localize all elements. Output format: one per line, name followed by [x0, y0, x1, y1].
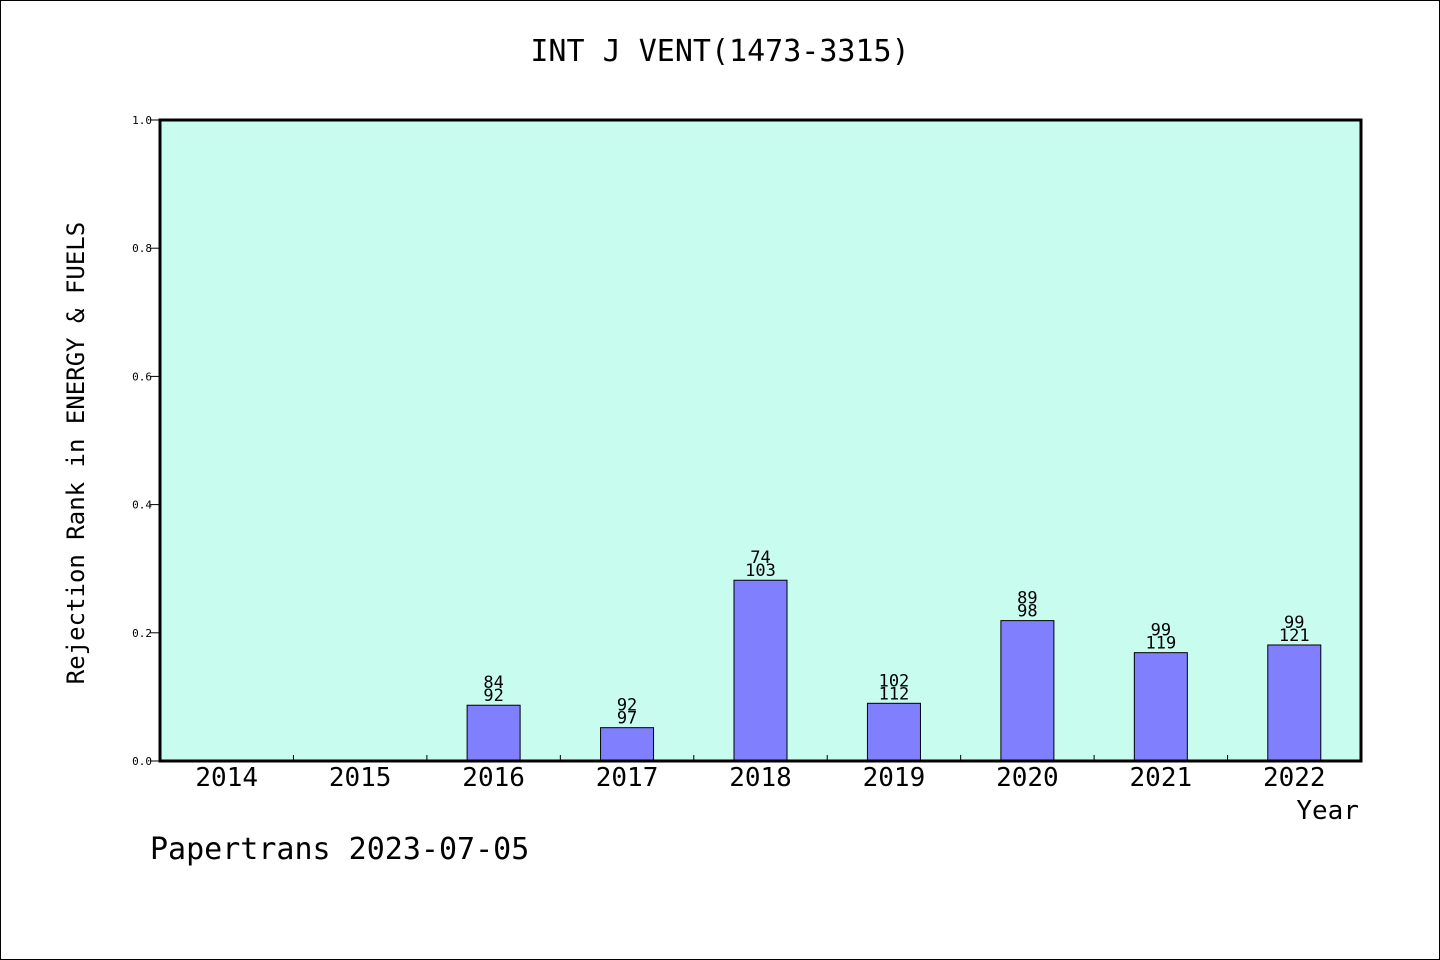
bar-label-top: 99: [1284, 613, 1304, 633]
bar-label-bottom: 97: [617, 709, 637, 729]
bar-label-bottom: 103: [745, 561, 776, 581]
plot-border: [158, 118, 1363, 763]
bar-label-top: 99: [1151, 621, 1171, 641]
bar-label-top: 84: [483, 673, 503, 693]
x-tick-label: 2014: [195, 763, 258, 793]
x-tick-label: 2019: [863, 763, 926, 793]
bar-2019: [866, 702, 921, 762]
bar-label-top: 89: [1017, 589, 1037, 609]
bar-label-top: 74: [750, 548, 770, 568]
bar-2018: [733, 579, 788, 762]
bar-label-bottom: 121: [1279, 626, 1310, 646]
bar-label-bottom: 119: [1145, 634, 1176, 654]
y-tick-label: 1.0: [132, 114, 152, 127]
x-tick-label: 2021: [1130, 763, 1193, 793]
chart-title: INT J VENT(1473-3315): [530, 34, 910, 69]
x-tick-label: 2015: [329, 763, 392, 793]
x-tick-label: 2018: [729, 763, 792, 793]
bar-label-bottom: 112: [879, 684, 910, 704]
bar-2021: [1133, 652, 1188, 762]
bar-label-bottom: 98: [1017, 602, 1037, 622]
bar-label-top: 92: [617, 696, 637, 716]
y-tick-label: 0.4: [132, 499, 152, 512]
bar-2020: [1000, 620, 1055, 762]
x-tick-label: 2017: [596, 763, 659, 793]
bar-2017: [600, 727, 655, 762]
ticks-layer: 0.0 0.2 0.4 0.6 0.8 1.0 2014 2015 2016 2017 2018 20…: [132, 114, 1325, 793]
bar-2016: [466, 704, 521, 762]
x-tick-label: 2022: [1263, 763, 1326, 793]
x-tick-label: 2020: [996, 763, 1059, 793]
footer-note: Papertrans 2023-07-05: [150, 832, 530, 867]
y-tick-label: 0.6: [132, 370, 152, 383]
bar-label-bottom: 92: [483, 686, 503, 706]
y-tick-label: 0.0: [132, 755, 152, 768]
x-tick-label: 2016: [462, 763, 525, 793]
bar-label-top: 102: [879, 671, 910, 691]
y-tick-label: 0.8: [132, 242, 152, 255]
bar-2022: [1267, 644, 1322, 762]
x-axis-label: Year: [1296, 796, 1359, 826]
y-tick-label: 0.2: [132, 627, 152, 640]
